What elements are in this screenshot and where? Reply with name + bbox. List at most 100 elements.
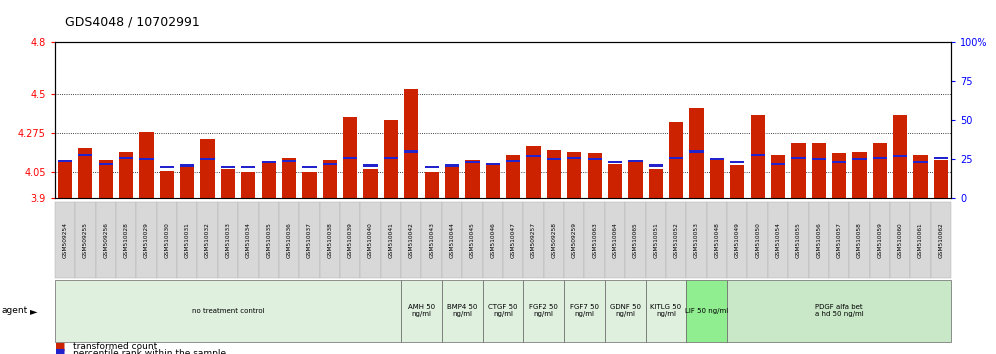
Bar (648, 165, 663, 167)
Bar (119, 152, 133, 198)
Bar (567, 157, 582, 159)
Text: GSM510060: GSM510060 (897, 222, 902, 258)
Text: KITLG 50
ng/ml: KITLG 50 ng/ml (650, 304, 681, 317)
Text: GSM509255: GSM509255 (83, 222, 88, 258)
Text: GSM510033: GSM510033 (225, 222, 230, 258)
Text: GSM510031: GSM510031 (184, 222, 189, 258)
Bar (383, 157, 398, 159)
Bar (669, 122, 683, 198)
Bar (282, 159, 296, 198)
Bar (159, 171, 174, 198)
Text: GSM510059: GSM510059 (877, 222, 882, 258)
Text: GSM510045: GSM510045 (470, 222, 475, 258)
Text: ■: ■ (55, 341, 66, 351)
Bar (262, 161, 276, 164)
Bar (812, 143, 826, 198)
Text: GSM510037: GSM510037 (307, 222, 312, 258)
Bar (628, 160, 642, 162)
Text: GSM510035: GSM510035 (266, 222, 271, 258)
Bar (506, 160, 520, 162)
Bar (323, 163, 337, 165)
Text: GSM510063: GSM510063 (593, 222, 598, 258)
Text: FGF7 50
ng/ml: FGF7 50 ng/ml (570, 304, 599, 317)
Text: GSM510039: GSM510039 (348, 222, 353, 258)
Bar (221, 169, 235, 198)
Text: GSM510040: GSM510040 (369, 222, 374, 258)
Text: BMP4 50
ng/ml: BMP4 50 ng/ml (447, 304, 477, 317)
Text: GSM509258: GSM509258 (552, 222, 557, 258)
Text: AMH 50
ng/ml: AMH 50 ng/ml (408, 304, 435, 317)
Text: GDS4048 / 10702991: GDS4048 / 10702991 (65, 15, 199, 28)
Bar (424, 166, 439, 168)
Bar (893, 115, 907, 198)
Bar (343, 117, 358, 198)
Bar (486, 164, 500, 198)
Bar (465, 161, 479, 164)
Bar (99, 160, 113, 198)
Text: GSM510056: GSM510056 (817, 222, 822, 258)
Bar (282, 160, 296, 162)
Bar (730, 161, 744, 164)
Text: GSM510047: GSM510047 (511, 222, 516, 258)
Bar (689, 150, 703, 153)
Bar (608, 164, 622, 198)
Bar (58, 160, 72, 162)
Bar (262, 162, 276, 198)
Text: GDNF 50
ng/ml: GDNF 50 ng/ml (610, 304, 640, 317)
Text: LIF 50 ng/ml: LIF 50 ng/ml (685, 308, 728, 314)
Bar (303, 172, 317, 198)
Bar (567, 152, 582, 198)
Bar (547, 150, 561, 198)
Bar (58, 160, 72, 198)
Bar (221, 166, 235, 168)
Bar (343, 157, 358, 159)
Text: GSM510050: GSM510050 (755, 222, 760, 258)
Bar (383, 120, 398, 198)
Text: GSM510044: GSM510044 (449, 222, 454, 258)
Bar (608, 161, 622, 164)
Bar (648, 169, 663, 198)
Bar (751, 115, 765, 198)
Text: GSM510041: GSM510041 (388, 222, 393, 258)
Bar (364, 169, 377, 198)
Text: GSM509259: GSM509259 (572, 222, 577, 258)
Bar (200, 139, 215, 198)
Text: FGF2 50
ng/ml: FGF2 50 ng/ml (529, 304, 558, 317)
Bar (791, 143, 806, 198)
Text: no treatment control: no treatment control (191, 308, 264, 314)
Bar (893, 155, 907, 157)
Text: CTGF 50
ng/ml: CTGF 50 ng/ml (488, 304, 518, 317)
Bar (832, 161, 847, 164)
Bar (710, 158, 724, 160)
Text: GSM510051: GSM510051 (653, 222, 658, 258)
Bar (689, 108, 703, 198)
Bar (303, 166, 317, 168)
Text: percentile rank within the sample: percentile rank within the sample (73, 349, 226, 354)
Text: GSM510042: GSM510042 (408, 222, 413, 258)
Text: GSM510064: GSM510064 (613, 222, 618, 258)
Text: GSM509254: GSM509254 (63, 222, 68, 258)
Bar (180, 165, 194, 167)
Bar (934, 160, 948, 198)
Bar (872, 157, 887, 159)
Bar (547, 158, 561, 160)
Bar (445, 165, 459, 167)
Text: GSM510055: GSM510055 (796, 222, 801, 258)
Bar (200, 158, 215, 160)
Bar (628, 162, 642, 198)
Bar (791, 157, 806, 159)
Bar (771, 163, 785, 165)
Text: GSM510048: GSM510048 (714, 222, 719, 258)
Text: GSM510030: GSM510030 (164, 222, 169, 258)
Bar (404, 89, 418, 198)
Bar (751, 154, 765, 156)
Bar (99, 163, 113, 165)
Text: GSM510028: GSM510028 (124, 222, 128, 258)
Text: GSM510036: GSM510036 (287, 222, 292, 258)
Bar (913, 161, 927, 164)
Text: GSM510034: GSM510034 (246, 222, 251, 258)
Bar (934, 157, 948, 159)
Bar (812, 158, 826, 160)
Text: GSM510046: GSM510046 (490, 222, 495, 258)
Text: GSM510029: GSM510029 (144, 222, 149, 258)
